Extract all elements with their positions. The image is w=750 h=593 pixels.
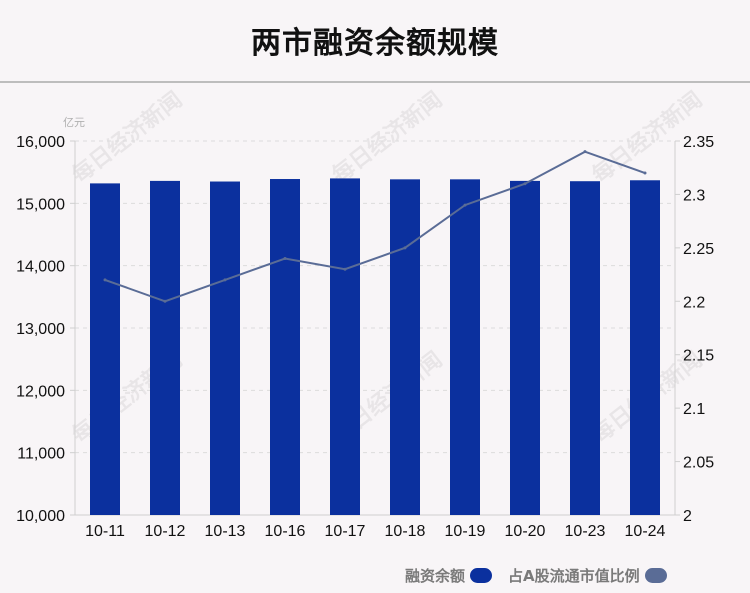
y-tick-label: 13,000: [16, 321, 65, 338]
y2-tick-label: 2: [683, 508, 692, 525]
legend-item-ratio[interactable]: 占A股流通市值比例: [508, 565, 667, 586]
bar: [150, 180, 180, 516]
line-point: [223, 278, 227, 282]
y2-tick-label: 2.3: [683, 187, 705, 204]
bar: [390, 179, 420, 515]
bar: [210, 181, 240, 515]
legend-item-balance[interactable]: 融资余额: [405, 565, 493, 586]
x-tick-label: 10-18: [385, 523, 426, 540]
x-tick-label: 10-20: [505, 523, 546, 540]
y-tick-label: 10,000: [16, 508, 65, 525]
x-tick-label: 10-19: [445, 523, 486, 540]
y2-tick-label: 2.2: [683, 294, 705, 311]
chart-title: 两市融资余额规模: [251, 26, 499, 61]
x-tick-label: 10-17: [325, 523, 366, 540]
y2-tick-label: 2.15: [683, 348, 714, 365]
y-tick-label: 12,000: [16, 383, 65, 400]
y-tick-label: 11,000: [17, 446, 65, 463]
line-point: [343, 267, 347, 271]
line-point: [523, 182, 527, 186]
x-tick-label: 10-11: [85, 523, 125, 540]
line-point: [463, 203, 467, 207]
y2-tick-label: 2.1: [683, 401, 705, 418]
line-point: [643, 171, 647, 175]
y2-tick-label: 2.25: [683, 241, 714, 258]
x-tick-label: 10-12: [145, 523, 186, 540]
x-tick-label: 10-13: [205, 523, 246, 540]
y2-tick-label: 2.05: [683, 455, 714, 472]
legend-label-balance: 融资余额: [405, 566, 466, 585]
bar: [510, 180, 540, 516]
ratio-line: [104, 150, 646, 303]
bar: [330, 178, 360, 515]
line-point: [583, 150, 587, 154]
x-tick-label: 10-16: [265, 523, 306, 540]
line-point: [283, 257, 287, 261]
x-tick-label: 10-23: [565, 523, 606, 540]
line-point: [403, 246, 407, 250]
bar: [570, 181, 600, 515]
bar: [630, 180, 660, 515]
line-point: [163, 299, 167, 303]
y-tick-label: 15,000: [16, 196, 65, 213]
y2-tick-label: 2.35: [683, 134, 714, 151]
title-divider: [0, 81, 750, 83]
y-tick-label: 16,000: [16, 134, 65, 151]
bar: [270, 179, 300, 516]
legend-swatch-balance: [470, 567, 493, 583]
x-tick-label: 10-24: [625, 523, 666, 540]
bar: [450, 179, 480, 515]
y-unit-label: 亿元: [63, 116, 85, 129]
legend-label-ratio: 占A股流通市值比例: [508, 566, 640, 585]
line-point: [103, 278, 107, 282]
y-tick-label: 14,000: [16, 259, 65, 276]
legend-swatch-ratio: [644, 567, 667, 583]
bar: [90, 183, 120, 516]
legend: 融资余额 占A股流通市值比例: [405, 563, 683, 587]
